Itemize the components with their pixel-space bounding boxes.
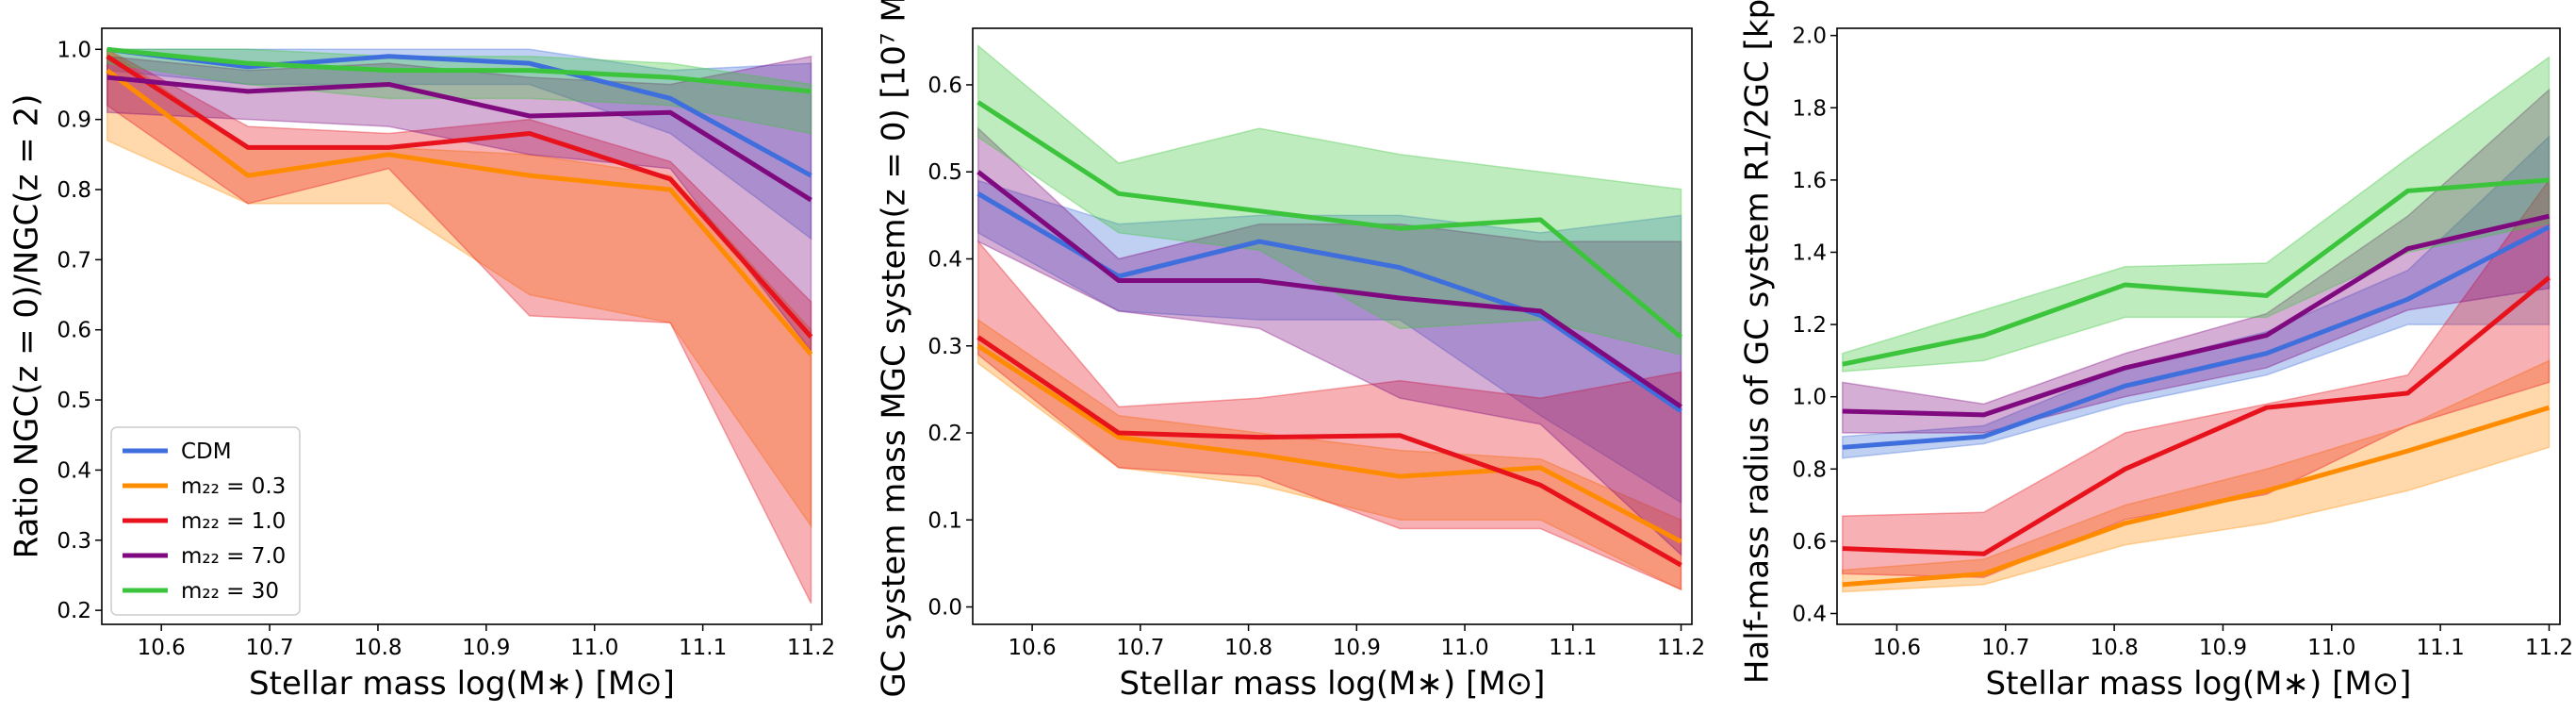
panel: 10.6 10.7 10.8 10.9 11.0 11.1 11.2 0.2 0.3 0.4 0.5… <box>8 27 835 703</box>
band <box>106 48 812 240</box>
y-tick-label: 0.2 <box>927 422 962 446</box>
line <box>1842 224 2551 450</box>
y-tick-label: 0.9 <box>57 108 91 133</box>
y-axis-label: GC system mass MGC system(z = 0) [10⁷ M⊙… <box>876 0 913 697</box>
panel: 10.6 10.7 10.8 10.9 11.0 11.1 11.2 0.0 0.1 0.2 0.3… <box>876 0 1706 703</box>
x-tick-label: 11.2 <box>2525 636 2573 660</box>
line <box>107 46 812 178</box>
y-tick-label: 1.6 <box>1792 169 1827 193</box>
x-tick-label: 11.2 <box>1657 636 1705 660</box>
band <box>976 318 1682 591</box>
x-tick-label: 10.7 <box>1981 636 2029 660</box>
line <box>1842 177 2550 367</box>
legend-box <box>110 426 301 616</box>
legend-label: CDM <box>181 439 232 464</box>
x-tick-label: 10.8 <box>2091 636 2139 660</box>
line <box>107 75 812 203</box>
x-tick-label: 10.8 <box>353 636 402 660</box>
y-tick-label: 0.2 <box>57 599 91 623</box>
x-tick-label: 11.0 <box>570 636 618 660</box>
band <box>976 240 1682 591</box>
line <box>106 68 813 356</box>
y-tick-label: 0.4 <box>927 247 962 272</box>
plot-area <box>1842 56 2551 593</box>
x-tick-label: 10.6 <box>1873 636 1921 660</box>
line <box>976 343 1682 544</box>
panel: 10.6 10.7 10.8 10.9 11.0 11.1 11.2 0.4 0.6 0.8 1.0… <box>1739 0 2574 703</box>
band <box>1842 359 2551 593</box>
x-tick-label: 10.7 <box>245 636 293 660</box>
x-tick-label: 11.2 <box>787 636 835 660</box>
y-tick-label: 1.4 <box>1792 240 1827 265</box>
line <box>976 100 1683 340</box>
x-tick-label: 11.1 <box>2417 636 2465 660</box>
y-tick-label: 0.3 <box>57 529 91 554</box>
y-tick-label: 1.2 <box>1792 313 1827 338</box>
band <box>976 179 1682 505</box>
axes-frame <box>101 27 823 625</box>
y-axis-label: Ratio NGC(z = 0)/NGC(z = 2) <box>8 94 46 559</box>
plot-area <box>106 46 813 605</box>
x-tick-label: 11.0 <box>2307 636 2355 660</box>
x-tick-label: 10.9 <box>2199 636 2247 660</box>
legend: CDM m₂₂ = 0.3 m₂₂ = 1.0 m₂₂ = 7.0 m₂₂ = 30 <box>110 426 301 616</box>
y-tick-label: 0.5 <box>927 160 962 185</box>
x-tick-label: 10.9 <box>462 636 510 660</box>
y-axis-label: Half-mass radius of GC system R1/2GC [kp… <box>1739 0 1777 684</box>
band <box>1842 88 2551 434</box>
y-tick-label: 0.6 <box>927 74 962 98</box>
x-tick-label: 10.7 <box>1116 636 1164 660</box>
x-axis-label: Stellar mass log(M∗) [M⊙] <box>1120 665 1546 703</box>
y-tick-label: 0.7 <box>57 248 91 273</box>
legend-label: m₂₂ = 7.0 <box>181 544 286 569</box>
y-tick-label: 0.6 <box>1792 530 1827 555</box>
y-tick-label: 0.3 <box>927 335 962 359</box>
line <box>1842 405 2551 588</box>
line <box>107 46 812 94</box>
y-tick-label: 1.0 <box>1792 386 1827 410</box>
legend-label: m₂₂ = 30 <box>181 579 279 604</box>
x-tick-label: 11.0 <box>1440 636 1488 660</box>
x-tick-label: 10.6 <box>138 636 186 660</box>
axes-frame <box>972 27 1693 625</box>
band <box>976 126 1682 556</box>
y-tick-label: 0.1 <box>927 508 962 533</box>
legend-label: m₂₂ = 0.3 <box>181 474 286 499</box>
y-tick-label: 0.8 <box>1792 457 1827 482</box>
x-axis-label: Stellar mass log(M∗) [M⊙] <box>249 665 675 703</box>
y-tick-label: 1.0 <box>57 38 91 62</box>
band <box>1842 56 2551 373</box>
y-tick-label: 0.4 <box>57 458 91 483</box>
line <box>1842 275 2551 556</box>
line <box>976 170 1682 409</box>
y-tick-label: 0.6 <box>57 319 91 343</box>
band <box>1842 177 2551 578</box>
x-tick-label: 11.1 <box>1549 636 1597 660</box>
y-tick-label: 0.5 <box>57 389 91 413</box>
y-tick-label: 2.0 <box>1792 25 1827 49</box>
band <box>976 43 1682 356</box>
legend-label: m₂₂ = 1.0 <box>181 509 286 534</box>
x-axis-label: Stellar mass log(M∗) [M⊙] <box>1986 665 2412 703</box>
axes-frame <box>1836 27 2561 625</box>
x-tick-label: 10.6 <box>1008 636 1056 660</box>
x-tick-label: 11.1 <box>679 636 727 660</box>
y-tick-label: 0.0 <box>927 596 962 621</box>
line <box>976 335 1682 568</box>
x-tick-label: 10.9 <box>1333 636 1381 660</box>
y-tick-label: 0.4 <box>1792 603 1827 627</box>
x-tick-label: 10.8 <box>1224 636 1272 660</box>
y-tick-label: 0.8 <box>57 178 91 203</box>
y-tick-label: 1.8 <box>1792 96 1827 121</box>
plot-area <box>976 43 1683 591</box>
line <box>106 54 813 339</box>
line <box>1842 213 2551 418</box>
